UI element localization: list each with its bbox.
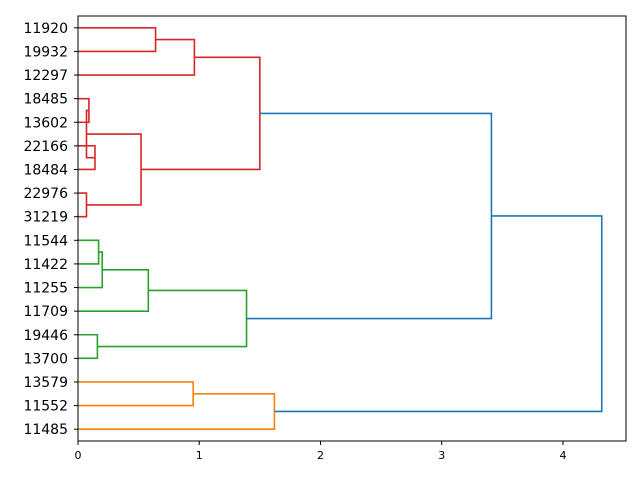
leaf-label: 11552 xyxy=(23,399,68,415)
leaf-label: 13579 xyxy=(23,375,68,391)
dendrogram-link-m13 xyxy=(78,381,194,407)
dendrogram-link-m10 xyxy=(78,269,150,312)
leaf-label: 11485 xyxy=(23,422,68,438)
dendrogram-link-m16 xyxy=(274,215,603,413)
leaf-label: 22166 xyxy=(23,139,68,155)
x-tick-label: 2 xyxy=(317,449,324,462)
dendrogram-link-m6 xyxy=(86,133,142,206)
plot-frame xyxy=(77,15,627,442)
leaf-label: 22976 xyxy=(23,186,68,202)
dendrogram-link-m12 xyxy=(97,289,248,348)
dendrogram-link-m7 xyxy=(141,56,261,171)
x-tick-label: 1 xyxy=(196,449,203,462)
leaf-labels: 11920 19932 12297 18485 13602 22166 18484 22976… xyxy=(23,21,78,438)
leaf-label: 11709 xyxy=(23,304,68,320)
leaf-label: 19932 xyxy=(23,44,68,60)
x-tick-label: 4 xyxy=(559,449,566,462)
leaf-label: 18485 xyxy=(23,92,68,108)
leaf-label: 11920 xyxy=(23,21,68,37)
x-tick-label: 0 xyxy=(75,449,82,462)
dendrogram-link-m8 xyxy=(78,239,100,265)
dendrogram-link-m14 xyxy=(78,392,276,430)
leaf-label: 12297 xyxy=(23,68,68,84)
dendrogram-link-m5 xyxy=(78,192,88,218)
x-axis-ticks: 0 1 2 3 4 xyxy=(75,441,566,462)
dendrogram-link-m0 xyxy=(78,27,157,53)
dendrogram-links xyxy=(78,27,603,430)
leaf-label: 13700 xyxy=(23,351,68,367)
dendrogram-link-m1 xyxy=(78,38,196,76)
x-tick-label: 3 xyxy=(438,449,445,462)
leaf-label: 31219 xyxy=(23,210,68,226)
dendrogram-link-m11 xyxy=(78,333,99,360)
leaf-label: 18484 xyxy=(23,162,68,178)
dendrogram-link-m4 xyxy=(85,109,95,159)
leaf-label: 11255 xyxy=(23,281,68,297)
leaf-label: 19446 xyxy=(23,328,68,344)
leaf-label: 11544 xyxy=(23,233,68,249)
leaf-label: 13602 xyxy=(23,115,68,131)
leaf-label: 11422 xyxy=(23,257,68,273)
dendrogram-link-m15 xyxy=(246,112,493,320)
